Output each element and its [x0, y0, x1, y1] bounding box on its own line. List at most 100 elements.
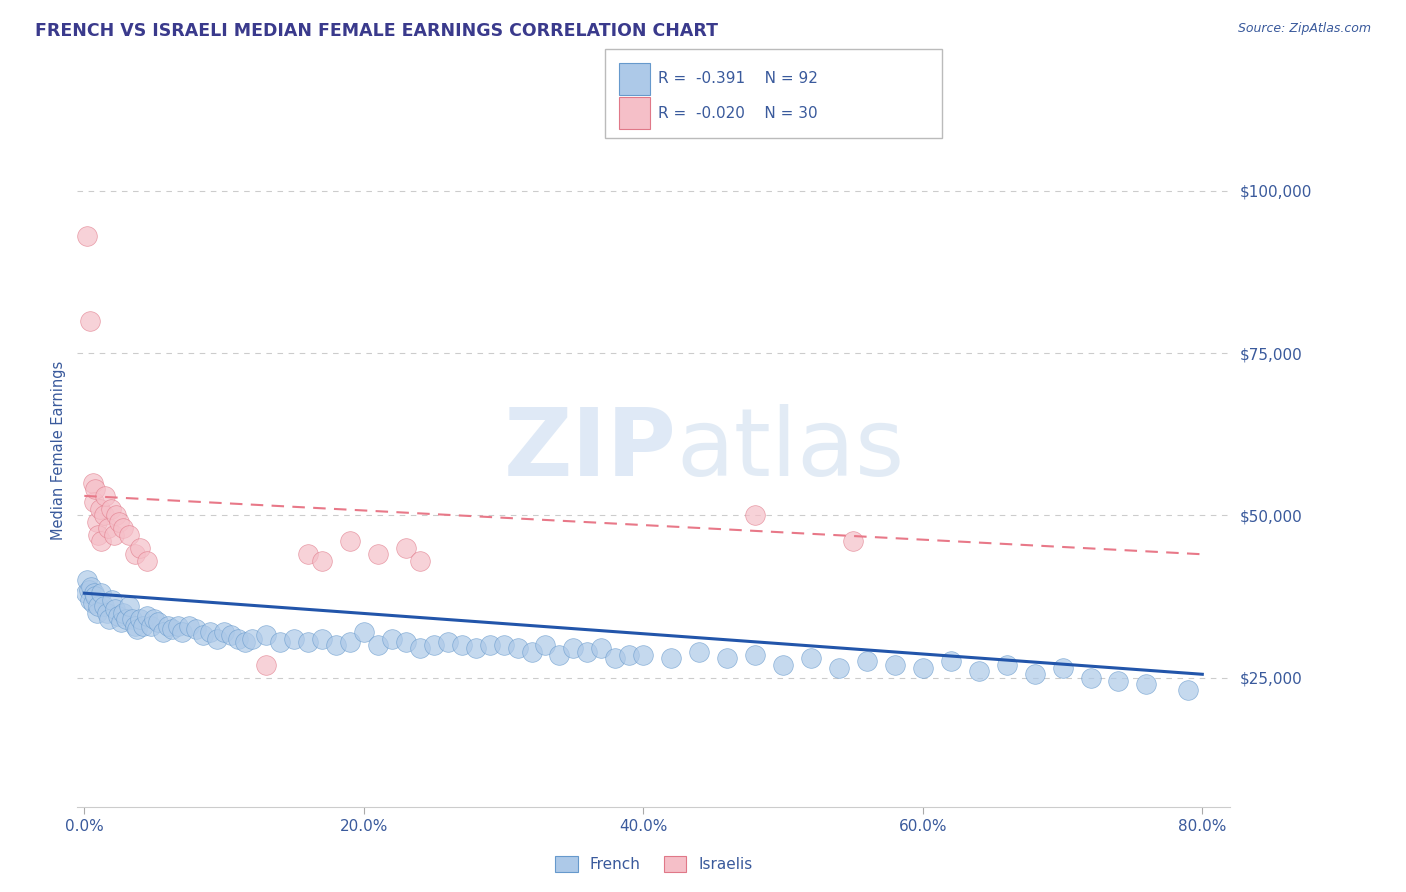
French [90, 586, 112, 600]
French [162, 622, 184, 636]
French [143, 612, 166, 626]
Israelis [254, 657, 277, 672]
Israelis [136, 554, 159, 568]
French [118, 599, 141, 614]
Israelis [339, 534, 361, 549]
Israelis [87, 528, 110, 542]
French [1024, 667, 1046, 681]
French [101, 592, 124, 607]
Israelis [842, 534, 865, 549]
French [297, 635, 319, 649]
Israelis [367, 547, 389, 561]
Israelis [79, 314, 101, 328]
French [86, 606, 108, 620]
French [422, 638, 444, 652]
Text: ZIP: ZIP [503, 404, 676, 497]
Israelis [409, 554, 432, 568]
French [233, 635, 256, 649]
Text: R =  -0.020    N = 30: R = -0.020 N = 30 [658, 106, 818, 120]
Text: R =  -0.391    N = 92: R = -0.391 N = 92 [658, 71, 818, 86]
Israelis [89, 501, 111, 516]
French [157, 618, 180, 632]
French [184, 622, 207, 636]
Israelis [86, 515, 108, 529]
French [478, 638, 501, 652]
French [339, 635, 361, 649]
French [967, 664, 990, 678]
French [98, 612, 121, 626]
French [409, 641, 432, 656]
French [172, 625, 194, 640]
French [136, 608, 159, 623]
French [911, 661, 934, 675]
Israelis [129, 541, 152, 555]
French [107, 608, 129, 623]
French [110, 615, 132, 630]
French [450, 638, 472, 652]
French [548, 648, 571, 662]
French [141, 618, 163, 632]
French [191, 628, 214, 642]
French [84, 590, 107, 604]
French [464, 641, 486, 656]
French [121, 612, 143, 626]
Israelis [90, 534, 112, 549]
Y-axis label: Median Female Earnings: Median Female Earnings [51, 361, 66, 540]
French [226, 632, 249, 646]
French [520, 644, 543, 658]
French [744, 648, 766, 662]
French [87, 599, 110, 614]
French [179, 618, 201, 632]
French [269, 635, 291, 649]
Israelis [83, 495, 105, 509]
Israelis [395, 541, 418, 555]
French [591, 641, 613, 656]
French [254, 628, 277, 642]
French [562, 641, 585, 656]
Text: FRENCH VS ISRAELI MEDIAN FEMALE EARNINGS CORRELATION CHART: FRENCH VS ISRAELI MEDIAN FEMALE EARNINGS… [35, 22, 718, 40]
French [77, 582, 100, 597]
French [311, 632, 333, 646]
French [659, 651, 682, 665]
French [353, 625, 375, 640]
French [83, 586, 105, 600]
French [283, 632, 305, 646]
French [75, 586, 97, 600]
Text: Source: ZipAtlas.com: Source: ZipAtlas.com [1237, 22, 1371, 36]
French [148, 615, 170, 630]
French [939, 654, 962, 668]
French [127, 622, 149, 636]
Israelis [124, 547, 146, 561]
Israelis [105, 508, 128, 523]
Israelis [97, 521, 120, 535]
French [381, 632, 404, 646]
French [76, 573, 98, 587]
French [132, 618, 155, 632]
French [995, 657, 1018, 672]
French [198, 625, 221, 640]
Legend: French, Israelis: French, Israelis [548, 850, 759, 878]
French [1107, 673, 1129, 688]
French [856, 654, 879, 668]
French [167, 618, 190, 632]
French [152, 625, 174, 640]
French [883, 657, 905, 672]
French [534, 638, 557, 652]
French [219, 628, 242, 642]
Israelis [76, 229, 98, 244]
French [240, 632, 263, 646]
French [80, 580, 103, 594]
French [79, 592, 101, 607]
French [436, 635, 458, 649]
French [492, 638, 515, 652]
Israelis [297, 547, 319, 561]
Israelis [103, 528, 125, 542]
French [633, 648, 655, 662]
Israelis [84, 483, 107, 497]
French [93, 599, 115, 614]
French [129, 612, 152, 626]
French [205, 632, 228, 646]
French [112, 606, 135, 620]
Israelis [311, 554, 333, 568]
French [576, 644, 599, 658]
